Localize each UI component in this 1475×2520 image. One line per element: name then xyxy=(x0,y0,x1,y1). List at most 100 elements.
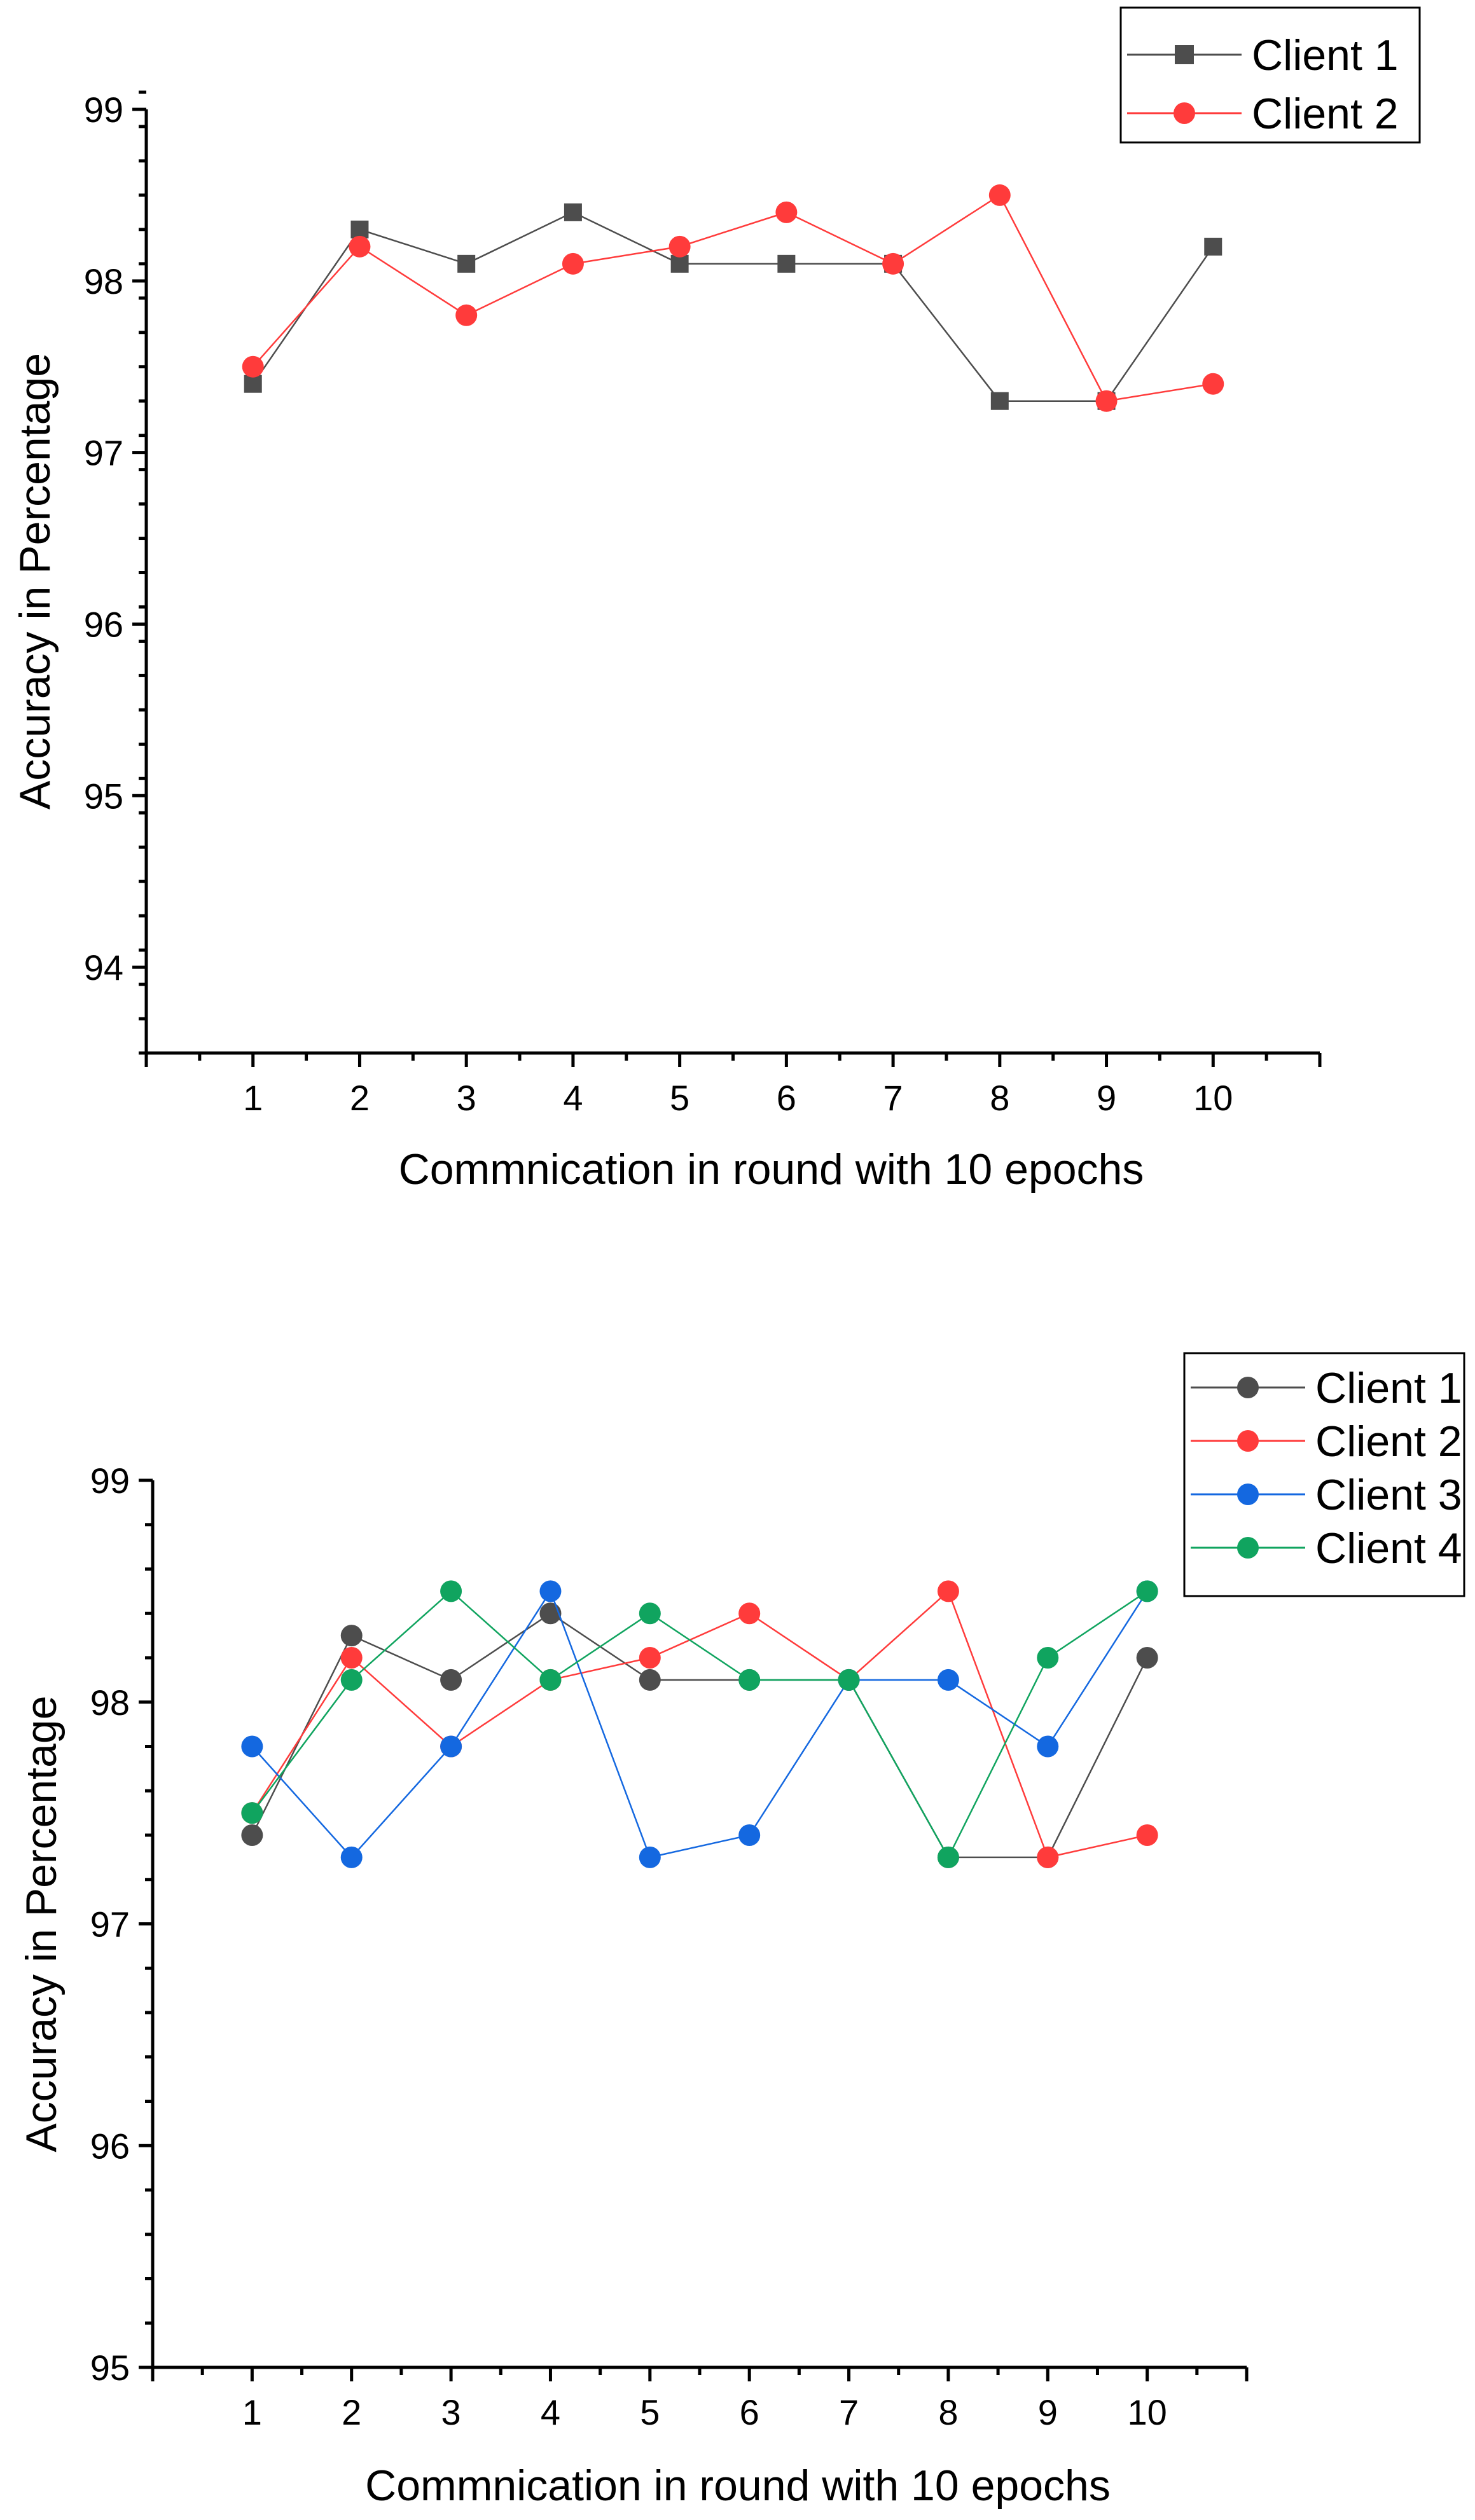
x-axis-title: Commnication in round with 10 epochs xyxy=(399,1145,1144,1194)
data-point xyxy=(639,1846,661,1868)
data-point xyxy=(340,1846,363,1868)
y-tick-label: 97 xyxy=(84,433,123,473)
legend-marker xyxy=(1175,45,1194,64)
y-tick-label: 99 xyxy=(90,1461,130,1501)
data-point xyxy=(241,1735,263,1758)
legend-label: Client 1 xyxy=(1315,1364,1462,1412)
data-point xyxy=(988,184,1011,206)
legend-marker xyxy=(1237,1430,1259,1452)
x-tick-label: 9 xyxy=(1038,2392,1058,2432)
x-tick-label: 2 xyxy=(350,1078,370,1118)
data-point xyxy=(350,220,369,238)
x-axis-title: Commnication in round with 10 epochs xyxy=(365,2461,1111,2510)
y-tick-label: 95 xyxy=(90,2348,130,2388)
data-point xyxy=(564,203,582,221)
data-point xyxy=(1037,1647,1059,1669)
x-tick-label: 7 xyxy=(883,1078,903,1118)
data-point xyxy=(670,254,689,273)
legend-label: Client 4 xyxy=(1315,1524,1462,1573)
x-tick-label: 6 xyxy=(777,1078,796,1118)
series-line xyxy=(251,1612,1148,1859)
data-point xyxy=(777,254,796,273)
data-point xyxy=(1136,1824,1158,1846)
data-point xyxy=(340,1625,363,1647)
series-3 xyxy=(241,1580,1158,1868)
data-point xyxy=(1095,390,1118,412)
x-tick-label: 7 xyxy=(839,2392,859,2432)
x-tick-label: 4 xyxy=(541,2392,560,2432)
data-point xyxy=(1204,237,1222,256)
data-point xyxy=(937,1846,959,1868)
data-point xyxy=(349,235,371,258)
data-point xyxy=(639,1602,661,1625)
series-line xyxy=(251,1590,1148,1859)
series-line xyxy=(252,211,1214,402)
data-point xyxy=(455,304,478,326)
x-tick-label: 8 xyxy=(990,1078,1009,1118)
series-1 xyxy=(244,203,1222,410)
x-tick-label: 10 xyxy=(1127,2392,1167,2432)
series-line xyxy=(252,194,1214,403)
data-point xyxy=(1136,1647,1158,1669)
legend-box xyxy=(1119,6,1421,144)
y-tick-label: 97 xyxy=(90,1904,130,1945)
data-point xyxy=(1202,373,1224,395)
series-line xyxy=(251,1589,1148,1859)
data-point xyxy=(990,392,1009,410)
legend-box xyxy=(1183,1352,1465,1597)
series-2 xyxy=(241,1580,1158,1868)
data-point xyxy=(882,252,904,275)
series-4 xyxy=(241,1580,1158,1868)
x-tick-label: 10 xyxy=(1193,1078,1233,1118)
series-line xyxy=(251,1590,1147,1859)
x-tick-label: 2 xyxy=(342,2392,361,2432)
y-tick-label: 94 xyxy=(84,947,123,988)
legend-marker xyxy=(1237,1537,1259,1559)
legend: Client 1 Client 2 xyxy=(1119,6,1421,144)
series-2 xyxy=(242,184,1224,412)
x-tick-label: 1 xyxy=(242,2392,262,2432)
data-point xyxy=(457,254,476,273)
y-axis-title: Accuracy in Percentage xyxy=(17,1695,66,2152)
y-tick-label: 95 xyxy=(84,776,123,816)
legend-label: Client 2 xyxy=(1315,1417,1462,1466)
data-point xyxy=(241,1824,263,1846)
data-point xyxy=(1037,1846,1059,1868)
data-point xyxy=(838,1669,860,1691)
x-tick-label: 9 xyxy=(1097,1078,1116,1118)
data-point xyxy=(937,1669,959,1691)
legend-label: Client 1 xyxy=(1252,31,1399,79)
data-point xyxy=(738,1824,761,1846)
data-point xyxy=(440,1580,462,1602)
data-point xyxy=(937,1580,959,1602)
legend-label: Client 3 xyxy=(1315,1471,1462,1519)
x-tick-label: 4 xyxy=(563,1078,583,1118)
data-point xyxy=(668,235,691,258)
data-point xyxy=(440,1669,462,1691)
y-tick-label: 98 xyxy=(90,1683,130,1723)
data-point xyxy=(340,1647,363,1669)
x-tick-label: 8 xyxy=(938,2392,958,2432)
data-point xyxy=(340,1669,363,1691)
data-point xyxy=(440,1735,462,1758)
data-point xyxy=(562,252,584,275)
data-point xyxy=(244,375,262,393)
data-point xyxy=(738,1602,761,1625)
data-point xyxy=(242,355,264,378)
x-tick-label: 3 xyxy=(441,2392,461,2432)
legend-marker xyxy=(1237,1484,1259,1505)
series-1 xyxy=(241,1602,1158,1868)
data-point xyxy=(1037,1735,1059,1758)
chart-bottom: 95 96 97 98 99 1 2 3 4 5 6 7 8 9 10 Commnication in rou… xyxy=(17,1352,1465,2510)
legend-marker xyxy=(1174,102,1195,124)
y-tick-label: 99 xyxy=(84,90,123,130)
x-tick-label: 6 xyxy=(740,2392,759,2432)
data-point xyxy=(1136,1580,1158,1602)
x-tick-label: 3 xyxy=(457,1078,476,1118)
chart-top: 94 95 96 97 98 99 1 2 3 4 5 6 7 8 9 10 Commnication in r… xyxy=(11,6,1421,1194)
y-axis-title: Accuracy in Percentage xyxy=(11,353,59,809)
y-tick-label: 96 xyxy=(90,2126,130,2166)
y-tick-label: 96 xyxy=(84,604,123,644)
data-point xyxy=(539,1669,562,1691)
